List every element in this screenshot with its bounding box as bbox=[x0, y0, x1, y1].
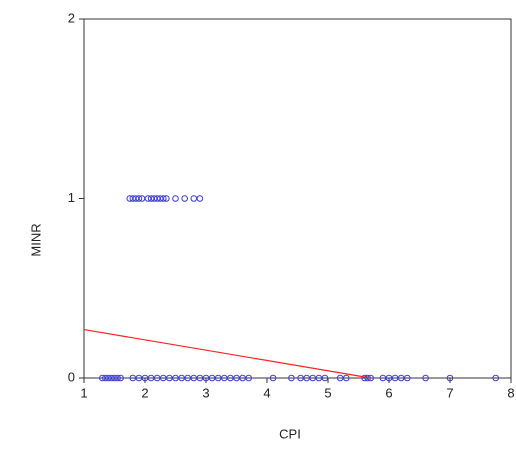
x-tick-label: 8 bbox=[507, 385, 514, 400]
y-tick-label: 1 bbox=[68, 190, 75, 205]
chart: CPI MINR 01212345678 bbox=[0, 0, 516, 448]
x-tick-label: 3 bbox=[202, 385, 209, 400]
data-point bbox=[173, 196, 179, 202]
fit-line bbox=[84, 330, 371, 378]
page: {"chart_data": { "type": "scatter", "x_l… bbox=[0, 0, 516, 448]
y-tick-label: 0 bbox=[68, 369, 75, 384]
x-tick-label: 1 bbox=[80, 385, 87, 400]
y-axis-label: MINR bbox=[28, 223, 43, 256]
data-point bbox=[197, 196, 203, 202]
y-tick-label: 2 bbox=[68, 10, 75, 25]
x-tick-label: 7 bbox=[446, 385, 453, 400]
x-tick-label: 5 bbox=[324, 385, 331, 400]
x-tick-label: 2 bbox=[141, 385, 148, 400]
x-tick-label: 6 bbox=[385, 385, 392, 400]
data-point bbox=[191, 196, 197, 202]
x-tick-label: 4 bbox=[263, 385, 270, 400]
x-axis-label: CPI bbox=[279, 426, 301, 441]
data-point bbox=[182, 196, 188, 202]
